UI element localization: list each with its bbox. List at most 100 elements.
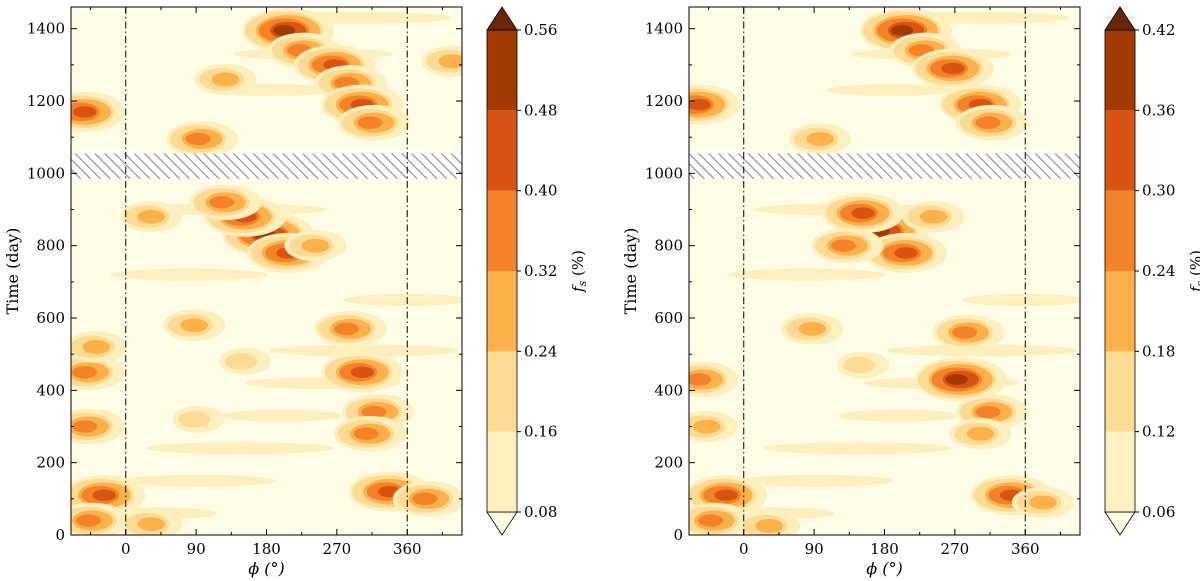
- contour-level-2: [178, 411, 211, 428]
- contour-level-3: [692, 419, 721, 434]
- contour-level-5: [350, 366, 375, 378]
- y-tick-label: 200: [36, 454, 65, 472]
- x-tick-label: 90: [805, 540, 824, 558]
- contour-level-4: [952, 326, 978, 339]
- y-tick-label: 1400: [27, 20, 65, 38]
- colorbar-extend-low: [486, 511, 518, 536]
- y-tick-label: 800: [36, 237, 65, 255]
- x-tick-label: 360: [1011, 540, 1040, 558]
- y-tick-label: 1400: [645, 20, 683, 38]
- contour-spot-19: [781, 313, 844, 345]
- contour-streak: [220, 409, 343, 422]
- x-tick-label: 360: [393, 540, 422, 558]
- colorbar-tick-label: 0.56: [524, 21, 557, 39]
- y-tick-label: 1200: [645, 92, 683, 110]
- y-tick-label: 1200: [27, 92, 65, 110]
- colorbar-tick-label: 0.24: [1142, 262, 1175, 280]
- colorbar-tick-label: 0.30: [1142, 182, 1175, 200]
- contour-spot-21: [71, 354, 125, 391]
- colorbar-tick-label: 0.16: [524, 423, 557, 441]
- colorbar-extend-low: [1104, 511, 1136, 536]
- y-tick-label: 1000: [645, 164, 683, 182]
- contour-spot-13: [189, 184, 262, 221]
- contour-spot-22: [1011, 486, 1074, 519]
- colorbar-tick-label: 0.24: [524, 342, 557, 360]
- colorbar-tick-label: 0.40: [524, 182, 557, 200]
- contour-level-3: [301, 238, 330, 253]
- x-tick-label: 270: [323, 540, 352, 558]
- x-tick-label: 270: [941, 540, 970, 558]
- contour-streak: [826, 84, 953, 97]
- contour-spot-10: [421, 45, 462, 77]
- contour-spot-10: [865, 232, 948, 273]
- contour-spot-25: [837, 351, 890, 379]
- contour-spot-17: [689, 361, 739, 398]
- contour-level-4: [975, 116, 1001, 129]
- colorbar-tick-label: 0.08: [524, 503, 557, 521]
- colorbar: 0.06 0.12 0.18 0.24 0.30 0.36 0.42 fs (%): [1104, 6, 1200, 536]
- contour-level-3: [1029, 495, 1057, 510]
- contour-spot-15: [284, 230, 347, 262]
- contour-spot-24: [738, 510, 801, 535]
- colorbar-tick-label: 0.06: [1142, 503, 1175, 521]
- contour-level-3: [919, 209, 948, 224]
- y-axis-label: Time (day): [3, 228, 22, 315]
- x-tick-label: 0: [121, 540, 131, 558]
- colorbar-tick-label: 0.48: [524, 101, 557, 119]
- contour-spot-30: [219, 348, 272, 375]
- contour-spot-23: [71, 331, 128, 363]
- contour-streak: [887, 344, 1078, 357]
- contour-spot-7: [194, 63, 257, 95]
- contour-level-3: [966, 426, 995, 441]
- colorbar-tick-label: 0.32: [524, 262, 557, 280]
- contour-level-3: [806, 132, 834, 146]
- contour-level-2: [225, 353, 258, 370]
- contour-streak: [763, 442, 952, 455]
- y-tick-label: 400: [36, 381, 65, 399]
- y-tick-label: 200: [654, 454, 683, 472]
- contour-spot-14: [932, 314, 1005, 351]
- contour-level-3: [438, 54, 462, 69]
- colorbar-segment: [1105, 30, 1135, 111]
- contour-streak: [838, 409, 961, 422]
- colorbar-extend-high: [1104, 6, 1136, 31]
- contour-spot-31: [172, 405, 225, 433]
- contour-spot-9: [71, 91, 126, 132]
- contour-level-4: [72, 366, 98, 379]
- x-axis-label: ϕ (°): [248, 559, 284, 578]
- contour-level-4: [689, 373, 712, 386]
- contour-level-3: [755, 519, 783, 533]
- contour-spot-16: [120, 201, 183, 233]
- contour-spot-24: [163, 309, 226, 341]
- colorbar-tick-label: 0.12: [1142, 423, 1175, 441]
- colorbar-segment: [1105, 110, 1135, 191]
- colorbar-label: fs (%): [569, 250, 589, 293]
- colorbar-extend-high: [486, 6, 518, 31]
- y-tick-label: 400: [654, 381, 683, 399]
- contour-spot-18: [321, 352, 404, 393]
- contour-level-4: [185, 132, 211, 146]
- contour-level-4: [353, 427, 379, 440]
- contour-spot-16: [949, 418, 1012, 450]
- contour-streak: [343, 293, 462, 306]
- contour-spot-29: [120, 508, 183, 535]
- chart-panel-1: 0 90 180 270 360 0 200 400 600 800 1000 1200 1400 ϕ (…: [3, 6, 589, 578]
- contour-level-6: [272, 25, 296, 36]
- contour-level-3: [82, 340, 111, 354]
- contour-level-5: [714, 489, 738, 501]
- contour-spot-18: [689, 410, 738, 443]
- y-tick-label: 0: [673, 526, 683, 544]
- contour-streak: [961, 293, 1080, 306]
- colorbar-segment: [487, 110, 517, 191]
- x-tick-label: 180: [870, 540, 899, 558]
- contour-spot-28: [71, 502, 129, 535]
- contour-spot-11: [811, 227, 884, 264]
- colorbar-tick-label: 0.18: [1142, 342, 1175, 360]
- contour-level-4: [76, 514, 102, 527]
- colorbar-segment: [1105, 431, 1135, 512]
- colorbar-tick-label: 0.36: [1142, 101, 1175, 119]
- contour-level-5: [941, 62, 965, 75]
- contour-spot-5: [956, 104, 1029, 141]
- contour-spot-8: [166, 121, 239, 157]
- colorbar-segment: [487, 431, 517, 512]
